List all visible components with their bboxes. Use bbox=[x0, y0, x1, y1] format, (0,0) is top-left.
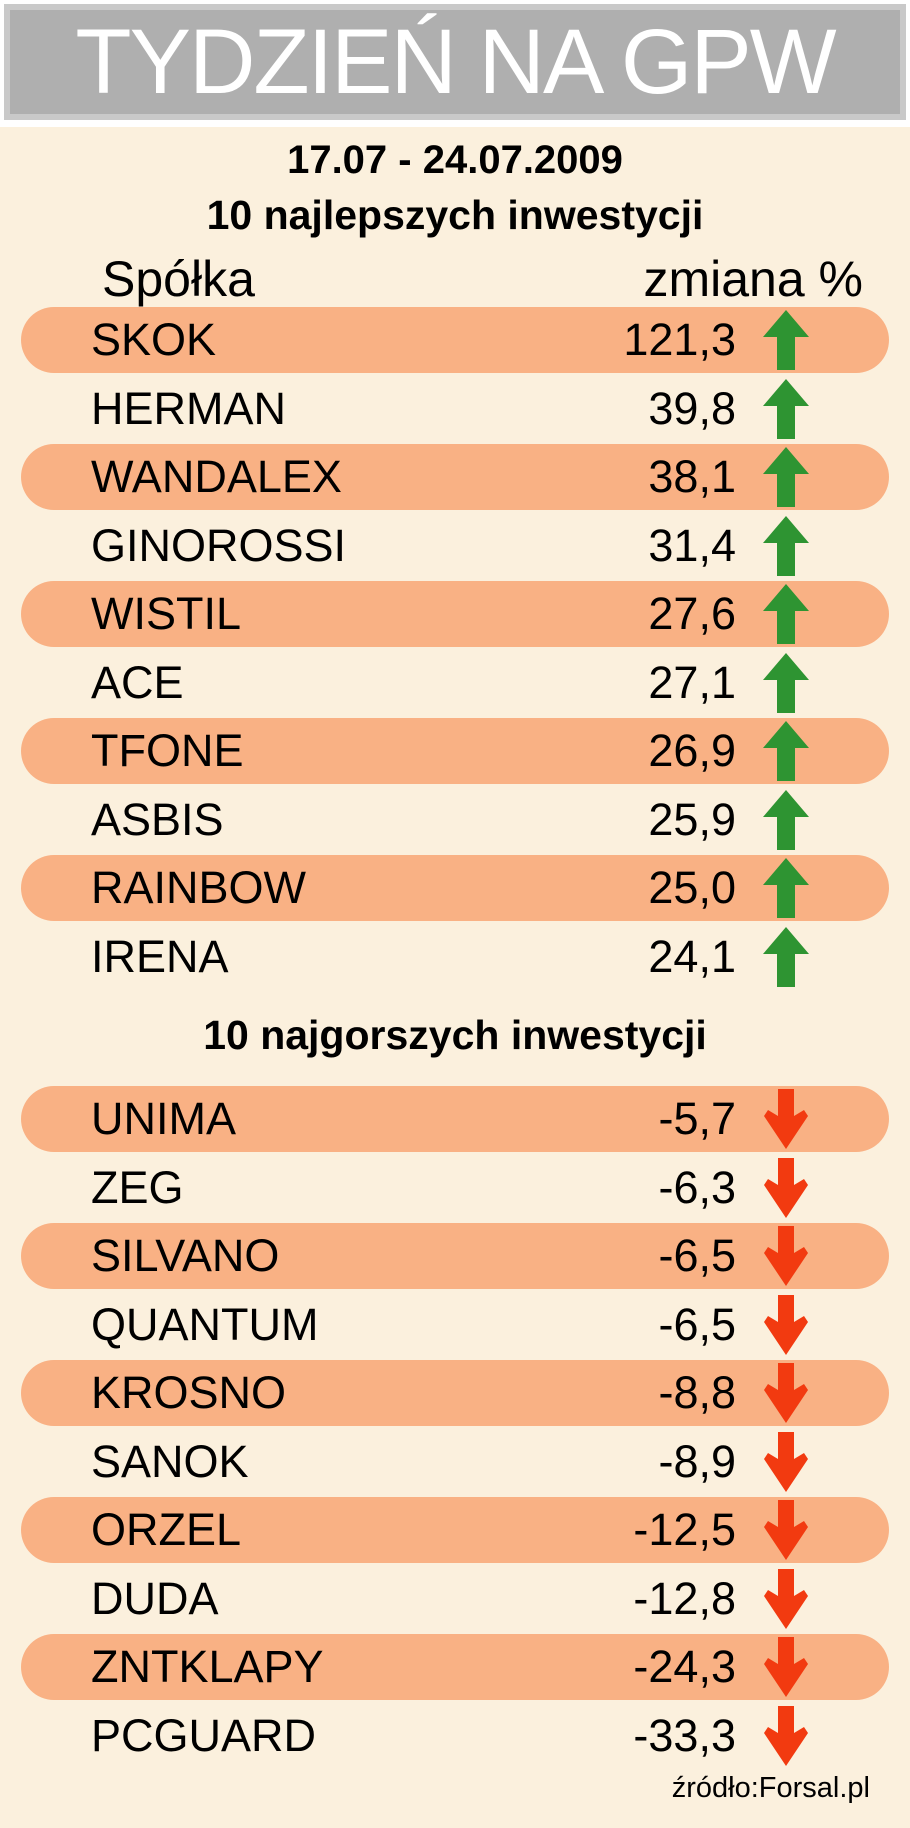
company-name: WANDALEX bbox=[91, 451, 342, 502]
column-header-company: Spółka bbox=[102, 251, 255, 307]
table-row: HERMAN 39,8 bbox=[21, 376, 889, 442]
table-row: SKOK 121,3 bbox=[21, 307, 889, 373]
change-value: 27,6 bbox=[648, 588, 736, 639]
company-name: ASBIS bbox=[91, 793, 224, 845]
up-arrow-icon bbox=[763, 721, 809, 781]
change-value: -8,9 bbox=[658, 1435, 736, 1487]
up-arrow-icon bbox=[763, 310, 809, 370]
change-value: -6,5 bbox=[658, 1230, 736, 1281]
title-bar: TYDZIEŃ NA GPW bbox=[4, 4, 906, 120]
table-row: ZNTKLAPY -24,3 bbox=[21, 1634, 889, 1700]
change-value: 27,1 bbox=[648, 656, 736, 708]
company-name: QUANTUM bbox=[91, 1298, 319, 1350]
company-name: SANOK bbox=[91, 1435, 249, 1487]
change-value: 31,4 bbox=[648, 519, 736, 571]
change-value: -12,5 bbox=[633, 1504, 736, 1555]
up-arrow-icon bbox=[763, 858, 809, 918]
company-name: ZNTKLAPY bbox=[91, 1641, 324, 1692]
table-row: IRENA 24,1 bbox=[21, 924, 889, 990]
down-arrow-icon bbox=[763, 1568, 809, 1629]
down-arrow-icon bbox=[763, 1089, 809, 1149]
company-name: HERMAN bbox=[91, 382, 287, 434]
down-arrow-icon bbox=[763, 1431, 809, 1492]
table-row: DUDA -12,8 bbox=[21, 1566, 889, 1632]
change-value: 24,1 bbox=[648, 930, 736, 982]
up-arrow-icon bbox=[763, 515, 809, 576]
company-name: ZEG bbox=[91, 1161, 184, 1213]
table-row: RAINBOW 25,0 bbox=[21, 855, 889, 921]
table-row: TFONE 26,9 bbox=[21, 718, 889, 784]
table-row: WISTIL 27,6 bbox=[21, 581, 889, 647]
table-row: GINOROSSI 31,4 bbox=[21, 513, 889, 579]
change-value: -24,3 bbox=[633, 1641, 736, 1692]
date-range: 17.07 - 24.07.2009 bbox=[287, 138, 623, 182]
company-name: ACE bbox=[91, 656, 184, 708]
page-title: TYDZIEŃ NA GPW bbox=[75, 10, 836, 113]
company-name: DUDA bbox=[91, 1572, 219, 1624]
company-name: SKOK bbox=[91, 314, 217, 365]
down-arrow-icon bbox=[763, 1500, 809, 1560]
company-name: UNIMA bbox=[91, 1093, 236, 1144]
company-name: RAINBOW bbox=[91, 862, 307, 913]
company-name: PCGUARD bbox=[91, 1709, 317, 1761]
worst-section-heading: 10 najgorszych inwestycji bbox=[203, 1012, 707, 1058]
up-arrow-icon bbox=[763, 378, 809, 439]
change-value: -33,3 bbox=[633, 1709, 736, 1761]
best-investments-table: SKOK 121,3 HERMAN 39,8 WANDALEX 38,1 GIN… bbox=[21, 307, 889, 992]
table-row: SANOK -8,9 bbox=[21, 1429, 889, 1495]
table-row: WANDALEX 38,1 bbox=[21, 444, 889, 510]
change-value: 38,1 bbox=[648, 451, 736, 502]
company-name: KROSNO bbox=[91, 1367, 287, 1418]
worst-investments-table: UNIMA -5,7 ZEG -6,3 SILVANO -6,5 QUANTUM… bbox=[21, 1086, 889, 1771]
company-name: ORZEL bbox=[91, 1504, 242, 1555]
table-row: SILVANO -6,5 bbox=[21, 1223, 889, 1289]
source-credit: źródło:Forsal.pl bbox=[671, 1772, 870, 1804]
change-value: -6,5 bbox=[658, 1298, 736, 1350]
up-arrow-icon bbox=[763, 789, 809, 850]
table-row: ZEG -6,3 bbox=[21, 1155, 889, 1221]
change-value: 26,9 bbox=[648, 725, 736, 776]
up-arrow-icon bbox=[763, 447, 809, 507]
down-arrow-icon bbox=[763, 1226, 809, 1286]
down-arrow-icon bbox=[763, 1637, 809, 1697]
up-arrow-icon bbox=[763, 926, 809, 987]
down-arrow-icon bbox=[763, 1363, 809, 1423]
company-name: GINOROSSI bbox=[91, 519, 347, 571]
table-row: ACE 27,1 bbox=[21, 650, 889, 716]
table-row: PCGUARD -33,3 bbox=[21, 1703, 889, 1769]
table-row: UNIMA -5,7 bbox=[21, 1086, 889, 1152]
table-row: ASBIS 25,9 bbox=[21, 787, 889, 853]
column-headers: Spółka zmiana % bbox=[0, 250, 910, 307]
column-header-change: zmiana % bbox=[643, 251, 863, 307]
company-name: TFONE bbox=[91, 725, 244, 776]
table-row: KROSNO -8,8 bbox=[21, 1360, 889, 1426]
down-arrow-icon bbox=[763, 1157, 809, 1218]
change-value: -6,3 bbox=[658, 1161, 736, 1213]
company-name: SILVANO bbox=[91, 1230, 280, 1281]
up-arrow-icon bbox=[763, 652, 809, 713]
best-section-heading: 10 najlepszych inwestycji bbox=[206, 192, 704, 238]
change-value: 39,8 bbox=[648, 382, 736, 434]
change-value: -8,8 bbox=[658, 1367, 736, 1418]
table-row: QUANTUM -6,5 bbox=[21, 1292, 889, 1358]
change-value: 25,0 bbox=[648, 862, 736, 913]
change-value: 25,9 bbox=[648, 793, 736, 845]
company-name: IRENA bbox=[91, 930, 229, 982]
company-name: WISTIL bbox=[91, 588, 242, 639]
down-arrow-icon bbox=[763, 1705, 809, 1766]
change-value: -12,8 bbox=[633, 1572, 736, 1624]
table-row: ORZEL -12,5 bbox=[21, 1497, 889, 1563]
change-value: 121,3 bbox=[623, 314, 736, 365]
up-arrow-icon bbox=[763, 584, 809, 644]
down-arrow-icon bbox=[763, 1294, 809, 1355]
change-value: -5,7 bbox=[658, 1093, 736, 1144]
